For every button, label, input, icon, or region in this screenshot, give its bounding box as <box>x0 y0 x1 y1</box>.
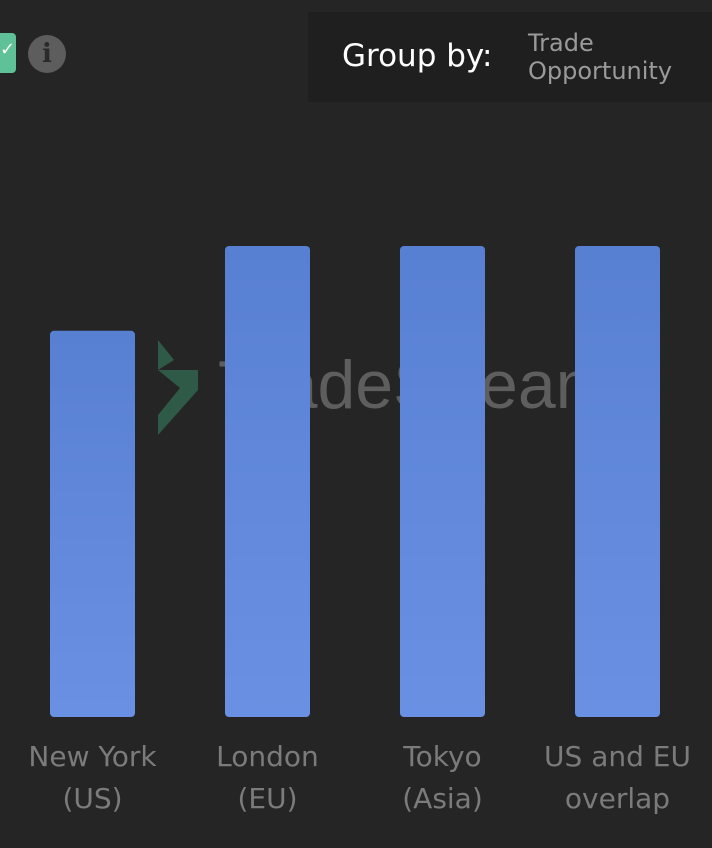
logo-icon <box>158 340 198 435</box>
group-by-control: Group by: Trade Opportunity <box>308 12 712 102</box>
bar[interactable] <box>50 330 135 717</box>
x-tick-label: Tokyo (Asia) <box>402 740 483 815</box>
info-icon[interactable]: i <box>28 35 66 73</box>
x-tick-label: New York (US) <box>28 740 157 815</box>
x-tick-label: US and EU overlap <box>544 740 691 815</box>
check-icon: ✓ <box>0 39 16 60</box>
checkbox[interactable]: ✓ <box>0 33 16 73</box>
group-by-label: Group by: <box>342 38 493 74</box>
group-by-dropdown[interactable]: Trade Opportunity <box>528 29 673 85</box>
bar[interactable] <box>575 246 660 717</box>
x-tick-label: London (EU) <box>216 740 319 815</box>
bar[interactable] <box>400 246 485 717</box>
bar[interactable] <box>225 246 310 717</box>
